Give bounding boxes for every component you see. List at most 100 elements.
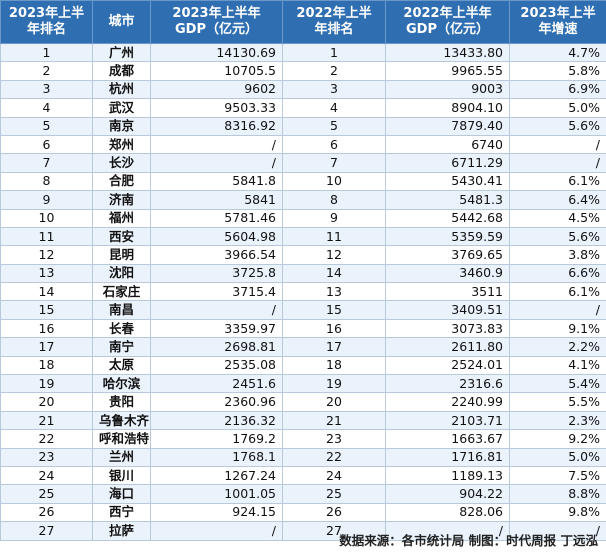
table-row: 17 南宁 2698.81 17 2611.80 2.2% [0, 337, 606, 357]
cell-growth-2023: 6.4% [509, 190, 606, 210]
cell-rank-2023: 19 [0, 374, 93, 394]
cell-gdp-2023: 5841.8 [150, 171, 283, 192]
table-row: 22 呼和浩特 1769.2 23 1663.67 9.2% [0, 429, 606, 449]
cell-gdp-2022: 1663.67 [385, 429, 510, 449]
cell-gdp-2023: 2451.6 [150, 374, 283, 394]
cell-city: 石家庄 [92, 282, 151, 302]
cell-rank-2023: 10 [0, 208, 93, 228]
table-row: 6 郑州/6 6740/ [0, 134, 606, 155]
cell-rank-2022: 19 [282, 374, 386, 394]
cell-rank-2023: 6 [0, 134, 93, 155]
header-gdp-2022: 2022年上半年 GDP（亿元） [385, 0, 510, 44]
cell-city: 南昌 [92, 300, 151, 320]
cell-gdp-2023: 3715.4 [150, 282, 283, 302]
cell-rank-2023: 12 [0, 245, 93, 265]
cell-gdp-2023: 3725.8 [150, 263, 283, 284]
cell-rank-2022: 8 [282, 190, 386, 210]
header-rank-2022: 2022年上半 年排名 [282, 0, 386, 44]
cell-gdp-2023: 5841 [150, 190, 283, 210]
cell-city: 合肥 [92, 171, 151, 192]
cell-city: 广州 [92, 42, 151, 63]
cell-gdp-2022: 3460.9 [385, 263, 510, 284]
table-row: 26 西宁 924.15 26 828.06 9.8% [0, 502, 606, 523]
table-row: 15 南昌/15 3409.51/ [0, 300, 606, 320]
cell-rank-2022: 21 [282, 410, 386, 431]
cell-rank-2023: 5 [0, 116, 93, 136]
cell-growth-2023: 5.8% [509, 61, 606, 81]
cell-growth-2023: 3.8% [509, 245, 606, 265]
cell-gdp-2023: 5781.46 [150, 208, 283, 228]
cell-growth-2023: 6.9% [509, 79, 606, 100]
cell-gdp-2023: 1001.05 [150, 484, 283, 504]
cell-gdp-2022: 2611.80 [385, 337, 510, 357]
table-row: 14 石家庄 3715.4 13 3511 6.1% [0, 282, 606, 302]
cell-rank-2022: 7 [282, 153, 386, 173]
table-row: 2 成都 10705.5 2 9965.55 5.8% [0, 61, 606, 81]
cell-rank-2022: 24 [282, 465, 386, 486]
cell-gdp-2022: 1189.13 [385, 465, 510, 486]
cell-gdp-2022: 904.22 [385, 484, 510, 504]
cell-gdp-2023: 14130.69 [150, 42, 283, 63]
cell-gdp-2023: 924.15 [150, 502, 283, 523]
cell-rank-2022: 20 [282, 392, 386, 412]
table-body: 1 广州 14130.69 1 13433.80 4.7% 2 成都 10705.5 2 9965.… [0, 42, 606, 541]
cell-gdp-2022: 5430.41 [385, 171, 510, 192]
cell-gdp-2023: 2535.08 [150, 355, 283, 376]
cell-rank-2023: 1 [0, 42, 93, 63]
table-row: 27 拉萨/27// [0, 521, 606, 541]
cell-rank-2023: 8 [0, 171, 93, 192]
cell-growth-2023: 4.5% [509, 208, 606, 228]
cell-city: 哈尔滨 [92, 374, 151, 394]
cell-city: 兰州 [92, 447, 151, 467]
table-row: 11 西安 5604.98 11 5359.59 5.6% [0, 226, 606, 247]
cell-growth-2023: / [509, 521, 606, 541]
cell-rank-2022: 6 [282, 134, 386, 155]
cell-gdp-2023: 5604.98 [150, 226, 283, 247]
cell-city: 武汉 [92, 98, 151, 118]
cell-gdp-2022: 828.06 [385, 502, 510, 523]
cell-growth-2023: 4.7% [509, 42, 606, 63]
cell-rank-2023: 18 [0, 355, 93, 376]
cell-rank-2022: 13 [282, 282, 386, 302]
cell-rank-2022: 26 [282, 502, 386, 523]
cell-rank-2022: 25 [282, 484, 386, 504]
table-row: 21 乌鲁木齐 2136.32 21 2103.71 2.3% [0, 410, 606, 431]
cell-city: 杭州 [92, 79, 151, 100]
cell-city: 海口 [92, 484, 151, 504]
cell-gdp-2023: 8316.92 [150, 116, 283, 136]
cell-rank-2023: 15 [0, 300, 93, 320]
cell-gdp-2023: 2360.96 [150, 392, 283, 412]
cell-gdp-2022: 5359.59 [385, 226, 510, 247]
cell-growth-2023: 8.8% [509, 484, 606, 504]
cell-rank-2022: 27 [282, 521, 386, 541]
gdp-ranking-table: 2023年上半 年排名 城市 2023年上半年 GDP（亿元） 2022年上半 年排名… [0, 0, 606, 541]
cell-growth-2023: 5.6% [509, 226, 606, 247]
cell-gdp-2022: 3769.65 [385, 245, 510, 265]
cell-rank-2023: 17 [0, 337, 93, 357]
table-row: 13 沈阳 3725.8 14 3460.9 6.6% [0, 263, 606, 284]
cell-rank-2023: 16 [0, 318, 93, 339]
table-row: 24 银川 1267.24 24 1189.13 7.5% [0, 465, 606, 486]
cell-gdp-2023: 2698.81 [150, 337, 283, 357]
cell-gdp-2023: / [150, 521, 283, 541]
cell-rank-2023: 11 [0, 226, 93, 247]
cell-rank-2023: 9 [0, 190, 93, 210]
table-row: 23 兰州 1768.1 22 1716.81 5.0% [0, 447, 606, 467]
header-city: 城市 [92, 0, 151, 44]
cell-rank-2023: 24 [0, 465, 93, 486]
cell-rank-2023: 7 [0, 153, 93, 173]
table-row: 8 合肥 5841.8 10 5430.41 6.1% [0, 171, 606, 192]
cell-city: 长沙 [92, 153, 151, 173]
table-row: 12 昆明 3966.54 12 3769.65 3.8% [0, 245, 606, 265]
cell-gdp-2023: 10705.5 [150, 61, 283, 81]
table-row: 1 广州 14130.69 1 13433.80 4.7% [0, 42, 606, 63]
cell-growth-2023: 5.4% [509, 374, 606, 394]
cell-gdp-2022: 9003 [385, 79, 510, 100]
cell-growth-2023: / [509, 134, 606, 155]
cell-rank-2022: 18 [282, 355, 386, 376]
cell-gdp-2023: 2136.32 [150, 410, 283, 431]
cell-gdp-2022: / [385, 521, 510, 541]
cell-rank-2023: 14 [0, 282, 93, 302]
cell-gdp-2022: 13433.80 [385, 42, 510, 63]
